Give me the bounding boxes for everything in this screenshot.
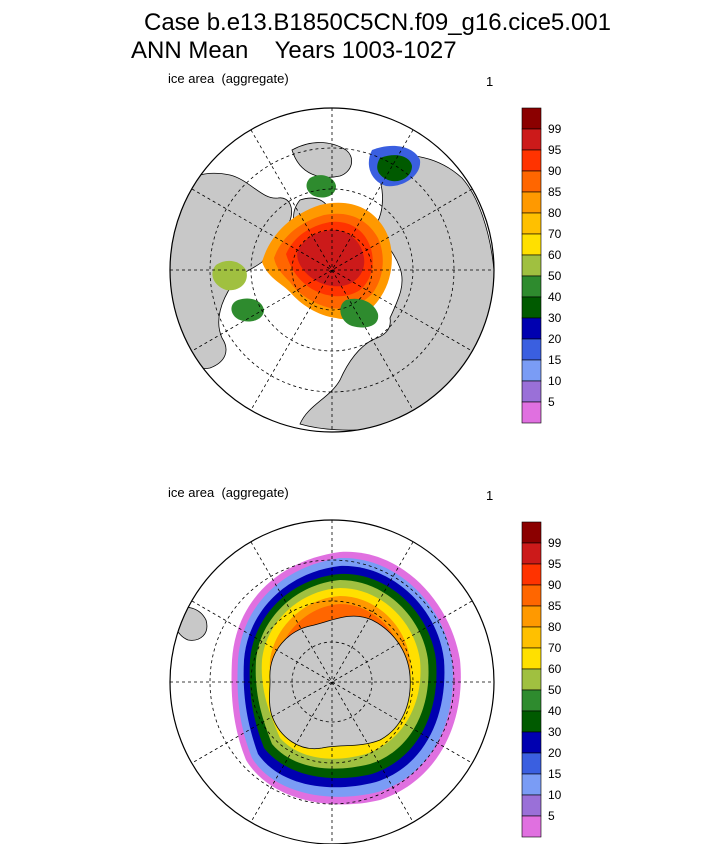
colorbar-south-swatch <box>521 752 542 775</box>
colorbar-north-label: 40 <box>548 290 562 304</box>
colorbar-south-swatch <box>521 689 542 712</box>
colorbar-north-swatch <box>521 149 542 172</box>
colorbar-south-swatch <box>521 815 542 838</box>
colorbar-south-swatch <box>521 521 542 544</box>
colorbar-north-label: 60 <box>548 248 562 262</box>
colorbar-south-label: 90 <box>548 578 562 592</box>
colorbar-north-swatch <box>521 380 542 403</box>
panel-south-label: ice area (aggregate) <box>168 485 289 500</box>
colorbar-north-swatch <box>521 338 542 361</box>
colorbar-north-label: 20 <box>548 332 562 346</box>
colorbar-north-label: 10 <box>548 374 562 388</box>
colorbar-north-label: 90 <box>548 164 562 178</box>
colorbar-south-swatch <box>521 794 542 817</box>
colorbar-north-swatch <box>521 401 542 424</box>
colorbar-north-swatch <box>521 128 542 151</box>
colorbar-south-label: 60 <box>548 662 562 676</box>
colorbar-north-label: 80 <box>548 206 562 220</box>
colorbar-south-label: 99 <box>548 536 562 550</box>
colorbar-south-swatch <box>521 647 542 670</box>
south-polar-map <box>169 519 495 844</box>
colorbar-north-swatch <box>521 212 542 235</box>
colorbar-north-label: 95 <box>548 143 562 157</box>
south-map-border <box>169 519 495 844</box>
colorbar-south-label: 5 <box>548 809 555 823</box>
colorbar-north-label: 15 <box>548 353 562 367</box>
colorbar-north-swatch <box>521 233 542 256</box>
colorbar-south-label: 95 <box>548 557 562 571</box>
colorbar-south-swatch <box>521 563 542 586</box>
colorbar-north-label: 85 <box>548 185 562 199</box>
colorbar-south-label: 40 <box>548 704 562 718</box>
colorbar-north-swatch <box>521 254 542 277</box>
figure-title-line1: Case b.e13.B1850C5CN.f09_g16.cice5.001 <box>144 9 611 36</box>
colorbar-south-swatch <box>521 773 542 796</box>
colorbar-north-swatch <box>521 170 542 193</box>
colorbar-north-swatch <box>521 296 542 319</box>
colorbar-north-label: 99 <box>548 122 562 136</box>
colorbar-south-label: 10 <box>548 788 562 802</box>
colorbar-north-label: 50 <box>548 269 562 283</box>
colorbar-south-swatch <box>521 584 542 607</box>
figure-title-line2: ANN Mean Years 1003-1027 <box>131 37 457 64</box>
colorbar-south-label: 20 <box>548 746 562 760</box>
colorbar-south-label: 15 <box>548 767 562 781</box>
colorbar-north-swatch <box>521 191 542 214</box>
colorbar-south: 99 95 90 85 80 70 60 50 40 30 20 15 10 5 <box>521 521 562 838</box>
colorbar-south-label: 70 <box>548 641 562 655</box>
antarctica-land <box>269 615 411 750</box>
south-graticule <box>170 520 494 844</box>
north-graticule <box>170 108 494 432</box>
panel-north-number: 1 <box>486 74 494 89</box>
colorbar-north-swatch <box>521 107 542 130</box>
colorbar-north-label: 5 <box>548 395 555 409</box>
colorbar-south-swatch <box>521 626 542 649</box>
colorbar-south-label: 30 <box>548 725 562 739</box>
colorbar-south-label: 50 <box>548 683 562 697</box>
colorbar-south-swatch <box>521 605 542 628</box>
colorbar-south-swatch <box>521 668 542 691</box>
panel-north-label: ice area (aggregate) <box>168 71 289 86</box>
colorbar-south-swatch <box>521 731 542 754</box>
north-map-border <box>169 107 495 433</box>
colorbar-north-swatch <box>521 275 542 298</box>
colorbar-north-label: 70 <box>548 227 562 241</box>
colorbar-north: 99 95 90 85 80 70 60 50 40 30 20 15 10 5 <box>521 107 562 424</box>
colorbar-south-swatch <box>521 542 542 565</box>
colorbar-north-swatch <box>521 359 542 382</box>
colorbar-north-swatch <box>521 317 542 340</box>
north-polar-map <box>169 107 495 433</box>
colorbar-north-label: 30 <box>548 311 562 325</box>
colorbar-south-label: 85 <box>548 599 562 613</box>
colorbar-south-swatch <box>521 710 542 733</box>
colorbar-south-label: 80 <box>548 620 562 634</box>
panel-south-number: 1 <box>486 488 494 503</box>
